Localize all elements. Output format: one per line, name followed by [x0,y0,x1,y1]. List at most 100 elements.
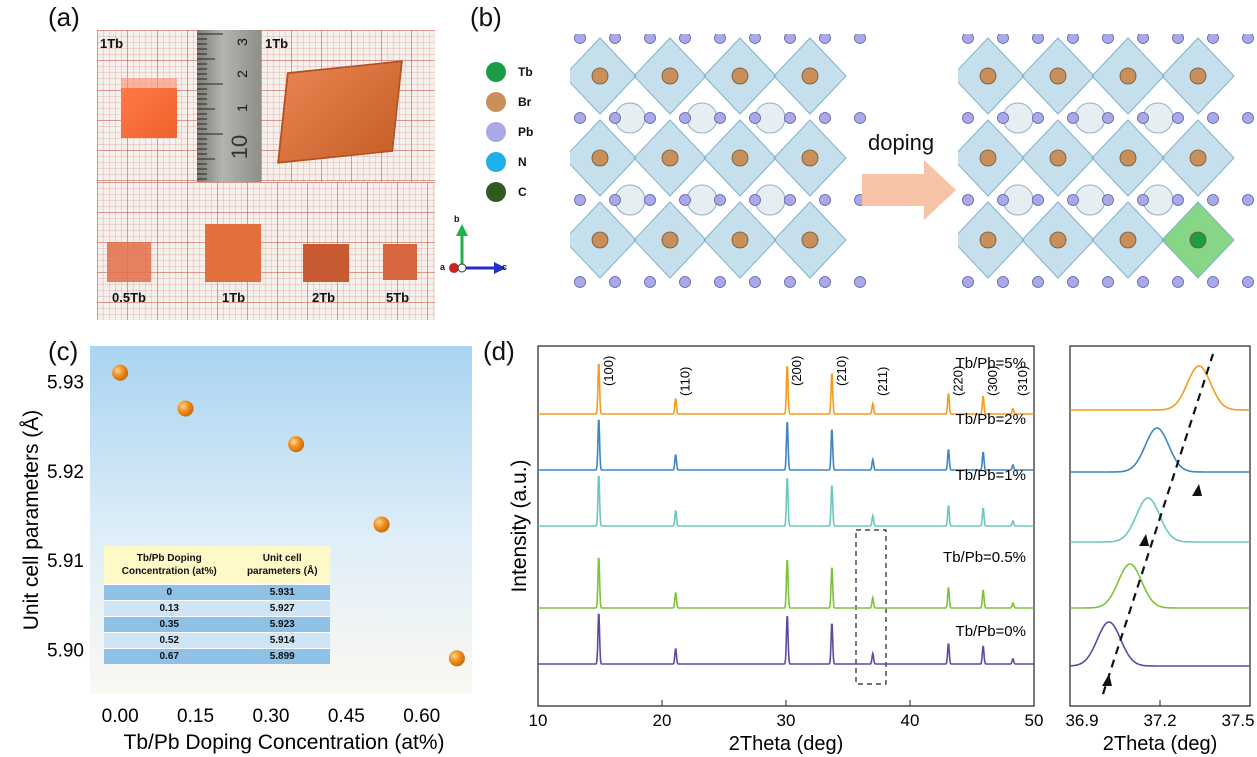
legend-swatch [486,92,506,112]
xrd-trace [538,613,1034,665]
peak-label: (211) [875,367,890,396]
xrd-trace [538,557,1034,609]
table-cell: 5.899 [234,648,330,664]
pb-atom [574,112,586,124]
br-atom [661,67,679,85]
x-tick-label: 10 [529,711,548,730]
br-atom [591,149,609,167]
pb-atom [1137,276,1149,288]
pb-atom [574,34,586,44]
panel-d-letter: (d) [483,336,515,366]
table-cell: 0 [104,584,235,601]
panel-c-letter: (c) [48,336,79,366]
peak-label: (200) [789,356,804,386]
pb-atom [1067,276,1079,288]
series-label: Tb/Pb=0% [956,623,1026,640]
table-cell: 5.923 [234,616,330,633]
legend-swatch [486,182,506,202]
sample-5tb [383,244,417,280]
br-atom [1189,67,1207,85]
scatter-point [448,650,465,667]
table-cell: 5.927 [234,600,330,617]
x-tick-label: 0.60 [403,706,440,727]
scatter-point [288,436,305,453]
table-row: 0 5.931 [104,584,330,601]
sample-label-0-5tb: 0.5Tb [112,290,146,305]
br-atom [1119,67,1137,85]
legend-label: C [518,185,527,199]
x-tick-label: 30 [777,711,796,730]
legend-item-n: N [486,152,527,172]
inset-trace [1070,427,1250,473]
ruler-ticks [197,33,223,180]
y-tick-label: 5.91 [47,551,84,572]
ruler-mark-1: 1 [233,104,250,112]
pb-atom [962,34,974,44]
x-tick-label: 37.5 [1221,711,1254,730]
axis-label-a: a [440,262,446,272]
x-tick-label: 40 [901,711,920,730]
pb-atom [997,112,1009,124]
series-label: Tb/Pb=0.5% [943,549,1026,566]
axis-label-b: b [454,214,460,224]
crystal-axis-triad [449,224,506,274]
legend-swatch [486,62,506,82]
xrd-trace [538,363,1034,415]
sample-label-1tb: 1Tb [222,290,246,305]
inset-trace [1070,563,1250,609]
y-tick-label: 5.93 [47,373,84,394]
br-atom [591,231,609,249]
br-atom [979,231,997,249]
br-atom [1049,149,1067,167]
pb-atom [819,112,831,124]
shift-arrowhead [1139,534,1149,546]
pb-atom [1137,112,1149,124]
pb-atom [1242,34,1254,44]
legend-label: N [518,155,527,169]
table-cell: 0.52 [104,632,235,649]
pb-atom [1102,194,1114,206]
table-cell: 5.931 [234,584,330,601]
panel-b-letter: (b) [470,2,502,32]
pb-atom [1032,276,1044,288]
pb-atom [784,34,796,44]
pb-atom [644,34,656,44]
table-header-concentration: Tb/Pb Doping Concentration (at%) [104,546,235,585]
pb-atom [1067,34,1079,44]
pb-atom [679,194,691,206]
br-atom [661,231,679,249]
pb-atom [962,276,974,288]
sample-2tb [303,244,349,282]
br-atom [801,149,819,167]
pb-atom [644,276,656,288]
organic-cation [686,184,718,216]
pb-atom [1207,34,1219,44]
legend-item-tb: Tb [486,62,533,82]
table-row: 0.67 5.899 [104,648,330,664]
pb-atom [1137,34,1149,44]
legend-label: Tb [518,65,533,79]
br-atom [591,67,609,85]
pb-atom [714,276,726,288]
x-tick-label: 50 [1025,711,1044,730]
pb-atom [1067,194,1079,206]
tb-atom [1189,231,1207,249]
shift-arrowhead [1102,674,1112,686]
organic-cation [1074,102,1106,134]
table-row: 0.52 5.914 [104,632,330,649]
pb-atom [609,112,621,124]
axis-label-c: c [502,262,508,272]
xrd-trace [538,419,1034,471]
peak-label: (210) [834,356,849,386]
pb-atom [1137,194,1149,206]
pb-atom [609,194,621,206]
table-cell: 5.914 [234,632,330,649]
x-tick-label: 0.45 [328,706,365,727]
inset-trace [1070,365,1250,411]
pb-atom [644,194,656,206]
d-ylabel: Intensity (a.u.) [508,459,531,592]
pb-atom [962,112,974,124]
pb-atom [714,112,726,124]
pb-atom [749,112,761,124]
inset-trace [1069,621,1250,667]
